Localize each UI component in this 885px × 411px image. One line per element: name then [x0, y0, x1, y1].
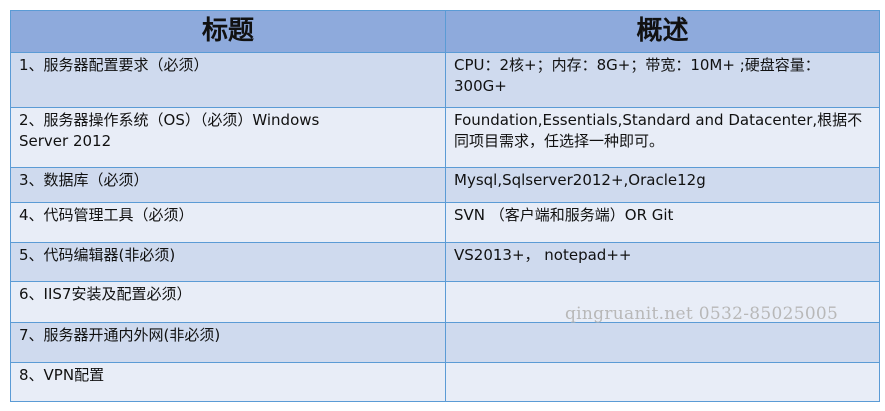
watermark: qingruanit.net 0532-85025005 — [565, 304, 839, 324]
table-row: 3、数据库（必须） Mysql,Sqlserver2012+,Oracle12g — [10, 167, 880, 203]
row-title: 7、服务器开通内外网(非必须) — [10, 322, 446, 363]
table-row: 6、IIS7安装及配置必须） — [10, 281, 880, 323]
table-row: 2、服务器操作系统（OS）（必须）Windows Server 2012 Foun… — [10, 107, 880, 168]
table-row: 5、代码编辑器(非必须) VS2013+， notepad++ — [10, 242, 880, 282]
row-desc: CPU：2核+；内存：8G+；带宽：10M+ ;硬盘容量：300G+ — [445, 52, 880, 108]
header-description: 概述 — [445, 10, 880, 53]
row-title: 3、数据库（必须） — [10, 167, 446, 203]
row-desc: SVN （客户端和服务端）OR Git — [445, 202, 880, 243]
row-title: 4、代码管理工具（必须） — [10, 202, 446, 243]
row-desc — [445, 362, 880, 402]
table-row: 7、服务器开通内外网(非必须) — [10, 322, 880, 363]
header-row: 标题 概述 — [10, 10, 880, 53]
table-row: 8、VPN配置 — [10, 362, 880, 402]
table-row: 4、代码管理工具（必须） SVN （客户端和服务端）OR Git — [10, 202, 880, 243]
row-desc: Mysql,Sqlserver2012+,Oracle12g — [445, 167, 880, 203]
row-title: 6、IIS7安装及配置必须） — [10, 281, 446, 323]
requirements-table: 标题 概述 1、服务器配置要求（必须） CPU：2核+；内存：8G+；带宽：10M… — [10, 10, 880, 402]
table-row: 1、服务器配置要求（必须） CPU：2核+；内存：8G+；带宽：10M+ ;硬盘容… — [10, 52, 880, 108]
row-title: 8、VPN配置 — [10, 362, 446, 402]
row-desc — [445, 322, 880, 363]
row-title: 5、代码编辑器(非必须) — [10, 242, 446, 282]
row-desc — [445, 281, 880, 323]
row-desc: VS2013+， notepad++ — [445, 242, 880, 282]
row-desc: Foundation,Essentials,Standard and Datac… — [445, 107, 880, 168]
row-title: 1、服务器配置要求（必须） — [10, 52, 446, 108]
header-title: 标题 — [10, 10, 446, 53]
row-title: 2、服务器操作系统（OS）（必须）Windows Server 2012 — [10, 107, 446, 168]
